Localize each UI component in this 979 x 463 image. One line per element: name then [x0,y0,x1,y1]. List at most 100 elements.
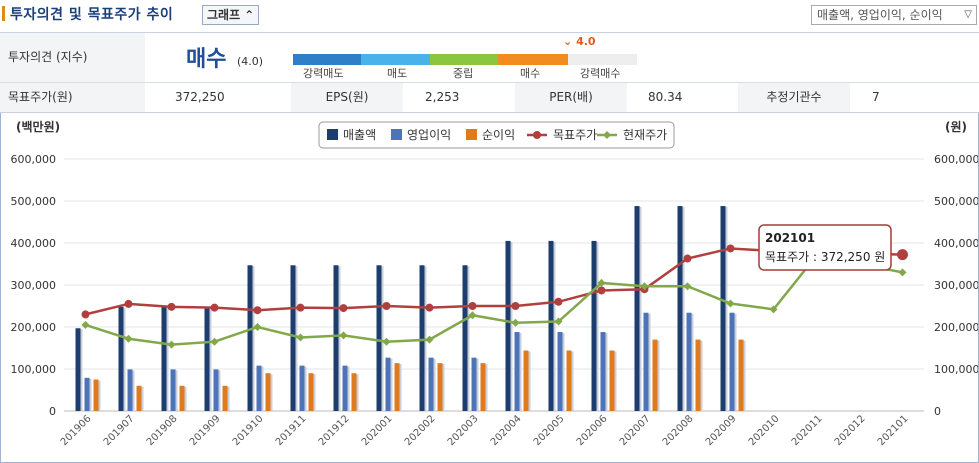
investment-opinion-row: 투자의견 (지수) 매수 (4.0) ⌄ 4.0 강력매도 매도 중립 매수 강… [0,32,979,83]
bar-매출액 [204,306,210,411]
bar-shadow [614,351,617,411]
right-tick-label: 200,000 [934,321,978,334]
bar-매출액 [75,328,81,411]
target-price-label: 목표주가(원) [0,83,145,112]
bar-shadow [98,380,101,411]
left-tick-label: 300,000 [11,279,57,292]
bar-영업이익 [471,357,477,411]
point-현재주가 [511,318,520,327]
legend-swatch [391,129,402,140]
x-tick-label: 202005 [532,413,567,448]
right-tick-label: 300,000 [934,279,978,292]
bar-영업이익 [213,369,219,411]
right-axis-unit: (원) [945,120,967,134]
bar-영업이익 [686,312,692,411]
metric-select[interactable]: 매출액, 영업이익, 순이익 ▽ [811,5,977,25]
point-목표주가 [683,254,692,263]
bar-shadow [209,307,212,411]
target-price-value: 372,250 [175,90,225,104]
bar-shadow [227,386,230,411]
x-tick-label: 201906 [59,413,94,448]
bar-shadow [571,351,574,411]
point-현재주가 [382,337,391,346]
right-tick-label: 500,000 [934,195,978,208]
bar-series [75,206,746,411]
point-현재주가 [253,323,262,331]
point-현재주가 [425,335,434,344]
scale-label: 강력매수 [580,67,621,80]
left-axis-ticks: 600,000 500,000 400,000 300,000 200,000 100,0… [11,153,57,418]
header-accent-mark [2,6,5,21]
bar-순이익 [566,350,572,411]
line-현재주가 [85,254,903,346]
graph-toggle-button[interactable]: 그래프 ⌃ [202,5,260,25]
graph-toggle-label: 그래프 [207,8,241,22]
bar-shadow [399,364,402,411]
bar-shadow [528,351,531,411]
opinion-label: 투자의견 (지수) [0,33,145,82]
summary-row: 목표주가(원) 372,250 EPS(원) 2,253 PER(배) 80.3… [0,83,979,113]
point-현재주가 [468,311,477,320]
bar-영업이익 [729,312,735,411]
bar-영업이익 [342,365,348,411]
point-현재주가 [339,331,348,340]
scale-segment [568,54,637,65]
bar-매출액 [247,265,253,411]
bar-순이익 [695,339,701,411]
bar-shadow [562,333,565,411]
right-tick-label: 100,000 [934,363,978,376]
bar-영업이익 [514,332,520,411]
bar-shadow [123,307,126,411]
scale-label: 중립 [453,67,474,80]
bar-shadow [261,366,264,411]
point-목표주가 [296,303,305,312]
bar-shadow [304,366,307,411]
bar-영업이익 [557,332,563,411]
bar-shadow [270,374,273,411]
x-tick-label: 202009 [704,413,739,448]
point-목표주가 [726,244,735,253]
bar-shadow [682,207,685,411]
point-목표주가 [210,303,219,312]
point-현재주가 [769,305,778,314]
bar-영업이익 [428,357,434,411]
bar-매출액 [505,240,511,411]
point-목표주가 [81,310,90,319]
bar-shadow [252,266,255,411]
bar-매출액 [419,265,425,411]
bar-shadow [648,313,651,411]
opinion-verdict: 매수 [186,47,227,72]
point-목표주가 [253,306,262,315]
left-tick-label: 500,000 [11,195,57,208]
chart-legend: 매출액 영업이익 순이익 목표주가 현재주가 [318,121,675,149]
chart-container: 600,000 500,000 400,000 300,000 200,000 100,0… [0,113,979,463]
chevron-up-icon: ⌃ [240,8,255,22]
point-목표주가 [382,302,391,310]
section-title: 투자의견 및 목표주가 추이 [10,7,174,23]
chevron-down-icon: ▽ [964,9,972,20]
point-현재주가 [124,334,133,343]
bar-영업이익 [127,369,133,411]
x-tick-label: 202007 [618,413,653,448]
bar-영업이익 [256,365,262,411]
bar-순이익 [523,350,529,411]
x-tick-label: 202101 [876,413,911,448]
bar-shadow [89,378,92,411]
x-tick-label: 202004 [489,413,524,448]
bar-영업이익 [643,312,649,411]
bar-매출액 [161,306,167,411]
bar-순이익 [222,385,228,411]
point-현재주가 [81,320,90,329]
bar-shadow [605,333,608,411]
bar-순이익 [179,385,185,411]
point-현재주가 [296,333,305,342]
point-목표주가 [468,302,477,310]
point-목표주가 [554,297,563,306]
analyst-count-label: 추정기관수 [738,83,850,112]
point-현재주가 [554,317,563,326]
x-tick-label: 202006 [575,413,610,448]
bar-순이익 [265,373,271,411]
bar-매출액 [376,265,382,411]
bar-shadow [639,207,642,411]
legend-label: 현재주가 [623,128,667,142]
